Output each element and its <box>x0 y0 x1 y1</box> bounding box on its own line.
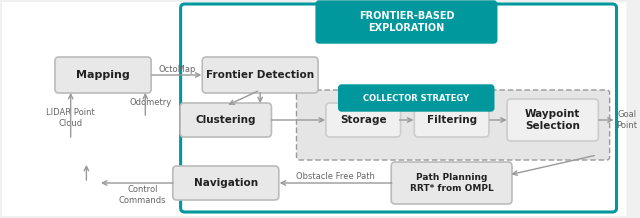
Text: Control
Commands: Control Commands <box>118 185 166 205</box>
Text: Filtering: Filtering <box>426 115 477 125</box>
FancyBboxPatch shape <box>316 1 497 43</box>
Text: Waypoint
Selection: Waypoint Selection <box>525 109 580 131</box>
Text: COLLECTOR STRATEGY: COLLECTOR STRATEGY <box>363 94 469 102</box>
Text: Clustering: Clustering <box>196 115 256 125</box>
Text: Odometry: Odometry <box>129 97 172 107</box>
FancyBboxPatch shape <box>391 162 512 204</box>
Text: Navigation: Navigation <box>194 178 258 188</box>
Text: Path Planning
RRT* from OMPL: Path Planning RRT* from OMPL <box>410 173 493 193</box>
FancyBboxPatch shape <box>55 57 151 93</box>
FancyBboxPatch shape <box>414 103 489 137</box>
FancyBboxPatch shape <box>180 103 271 137</box>
Text: Goal
Point: Goal Point <box>616 110 637 130</box>
FancyBboxPatch shape <box>202 57 318 93</box>
FancyBboxPatch shape <box>326 103 401 137</box>
Text: Frontier Detection: Frontier Detection <box>206 70 314 80</box>
FancyBboxPatch shape <box>339 85 494 111</box>
Text: Obstacle Free Path: Obstacle Free Path <box>296 172 375 181</box>
FancyBboxPatch shape <box>2 2 627 216</box>
FancyBboxPatch shape <box>507 99 598 141</box>
FancyBboxPatch shape <box>173 166 279 200</box>
FancyBboxPatch shape <box>296 90 610 160</box>
Text: OctoMap: OctoMap <box>158 65 195 73</box>
Text: LIDAR Point
Cloud: LIDAR Point Cloud <box>46 108 95 128</box>
Text: Storage: Storage <box>340 115 387 125</box>
Text: Mapping: Mapping <box>76 70 130 80</box>
Text: FRONTIER-BASED
EXPLORATION: FRONTIER-BASED EXPLORATION <box>358 11 454 33</box>
